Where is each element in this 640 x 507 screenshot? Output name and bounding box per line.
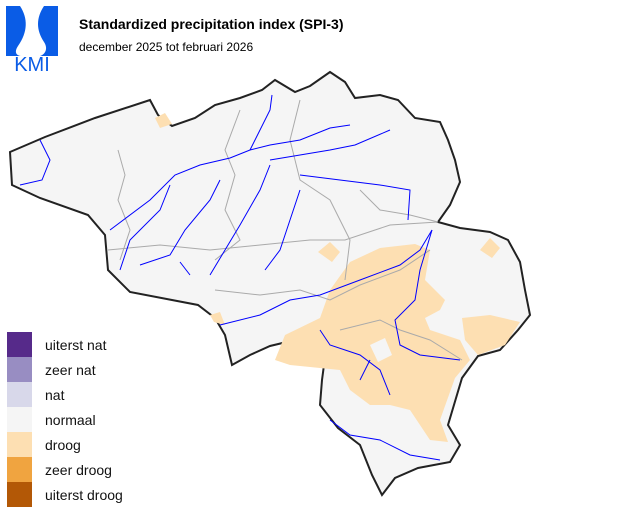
legend-swatch — [7, 432, 32, 457]
legend: uiterst nat zeer nat nat normaal droog z… — [7, 332, 123, 507]
rivers — [19, 94, 461, 461]
legend-item: nat — [7, 382, 123, 407]
legend-label: uiterst droog — [45, 486, 123, 503]
legend-swatch — [7, 482, 32, 507]
kmi-logo: KMI — [6, 6, 58, 72]
legend-swatch — [7, 332, 32, 357]
legend-label: nat — [45, 386, 65, 403]
droog-areas — [155, 113, 520, 442]
legend-item: zeer droog — [7, 457, 123, 482]
province-borders — [107, 99, 463, 361]
legend-swatch — [7, 457, 32, 482]
legend-label: droog — [45, 436, 81, 453]
legend-swatch — [7, 382, 32, 407]
legend-item: uiterst droog — [7, 482, 123, 507]
legend-label: uiterst nat — [45, 336, 107, 353]
legend-item: zeer nat — [7, 357, 123, 382]
legend-item: normaal — [7, 407, 123, 432]
legend-item: droog — [7, 432, 123, 457]
legend-label: zeer nat — [45, 361, 96, 378]
map-subtitle: december 2025 tot februari 2026 — [79, 40, 254, 54]
legend-label: normaal — [45, 411, 96, 428]
legend-item: uiterst nat — [7, 332, 123, 357]
legend-swatch — [7, 407, 32, 432]
map-title: Standardized precipitation index (SPI-3) — [79, 16, 344, 32]
legend-swatch — [7, 357, 32, 382]
svg-text:KMI: KMI — [14, 54, 50, 72]
legend-label: zeer droog — [45, 461, 112, 478]
